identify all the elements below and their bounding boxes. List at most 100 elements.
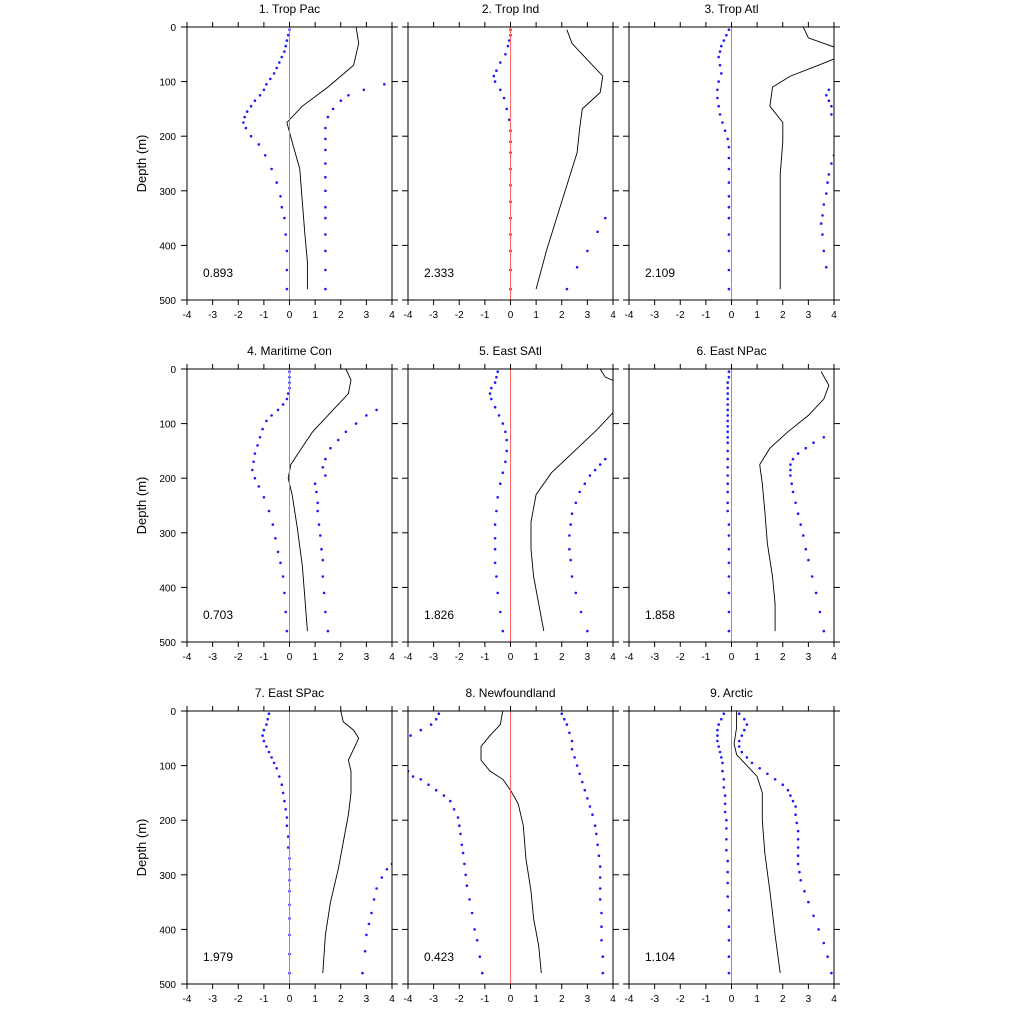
- data-point: [501, 471, 505, 475]
- data-point: [722, 778, 726, 781]
- x-tick-label: -4: [404, 310, 413, 321]
- plot-area: [488, 369, 613, 642]
- data-point: [716, 728, 719, 732]
- data-point: [720, 44, 723, 48]
- data-point: [496, 591, 500, 595]
- data-point: [499, 88, 502, 92]
- data-point: [499, 61, 502, 64]
- data-point: [285, 268, 289, 272]
- series-line: [530, 411, 613, 632]
- data-point: [266, 717, 270, 721]
- panel-title: 8. Newfoundland: [465, 686, 555, 700]
- data-point: [263, 154, 267, 157]
- data-point: [326, 115, 330, 119]
- data-point: [822, 249, 826, 253]
- data-point: [493, 547, 497, 551]
- data-point: [727, 167, 731, 171]
- data-point: [258, 436, 262, 439]
- x-tick-label: -4: [404, 994, 413, 1005]
- data-point: [285, 249, 289, 253]
- data-point: [822, 203, 826, 206]
- data-point: [262, 728, 266, 732]
- data-point: [286, 33, 290, 37]
- x-tick-label: -3: [208, 310, 217, 321]
- x-tick-label: -2: [676, 652, 685, 663]
- data-point: [726, 449, 729, 453]
- x-tick-label: 1: [312, 310, 318, 321]
- data-point: [565, 723, 569, 726]
- data-point: [502, 96, 506, 100]
- x-tick-label: -1: [701, 652, 710, 663]
- data-point: [794, 813, 797, 816]
- data-point: [383, 83, 386, 86]
- data-point: [717, 745, 720, 748]
- data-point: [244, 126, 248, 130]
- data-point: [791, 457, 795, 461]
- x-tick-label: 1: [312, 652, 318, 663]
- data-point: [570, 575, 574, 578]
- data-point: [796, 862, 800, 866]
- data-point: [727, 534, 731, 537]
- data-point: [569, 523, 572, 526]
- data-point: [721, 769, 724, 773]
- data-point: [726, 457, 729, 461]
- data-point: [810, 575, 814, 578]
- x-tick-label: 1: [533, 652, 539, 663]
- data-point: [791, 490, 795, 494]
- data-point: [324, 216, 327, 220]
- data-point: [727, 249, 731, 253]
- data-point: [726, 381, 729, 384]
- data-point: [743, 728, 746, 732]
- data-point: [727, 523, 731, 526]
- x-tick-label: 3: [585, 652, 591, 663]
- data-point: [326, 629, 330, 633]
- data-point: [258, 94, 262, 97]
- data-point: [257, 143, 261, 146]
- data-point: [570, 747, 574, 751]
- data-point: [799, 523, 802, 526]
- data-point: [727, 591, 731, 595]
- y-tick-label: 300: [159, 529, 176, 540]
- data-point: [270, 756, 273, 759]
- x-tick-label: -4: [625, 652, 634, 663]
- data-point: [344, 430, 348, 434]
- data-point: [437, 712, 441, 715]
- data-point: [804, 446, 808, 450]
- panel-title: 6. East NPac: [696, 344, 766, 358]
- data-point: [726, 509, 729, 513]
- data-point: [493, 80, 497, 83]
- data-point: [721, 121, 724, 124]
- x-tick-label: -4: [625, 310, 634, 321]
- data-point: [726, 408, 729, 412]
- data-point: [579, 610, 583, 614]
- data-point: [434, 717, 438, 721]
- data-point: [276, 408, 280, 412]
- data-point: [499, 482, 502, 486]
- data-point: [830, 113, 833, 116]
- x-tick-label: -1: [259, 994, 268, 1005]
- data-point: [324, 137, 327, 141]
- data-point: [253, 452, 257, 455]
- data-point: [596, 843, 599, 847]
- data-point: [766, 772, 769, 776]
- data-point: [281, 791, 285, 795]
- x-tick-label: -1: [701, 310, 710, 321]
- panel-title: 7. East SPac: [255, 686, 324, 700]
- data-point: [727, 925, 731, 928]
- data-point: [249, 104, 253, 108]
- x-tick-label: 2: [780, 652, 786, 663]
- series-line: [322, 711, 360, 974]
- data-point: [339, 99, 343, 102]
- data-point: [319, 534, 322, 537]
- data-point: [251, 468, 254, 472]
- data-point: [717, 104, 720, 108]
- x-tick-label: -2: [234, 994, 243, 1005]
- data-point: [324, 162, 327, 165]
- x-tick-label: -2: [234, 310, 243, 321]
- stat-value: 2.333: [424, 266, 454, 280]
- x-tick-label: 0: [508, 310, 514, 321]
- data-point: [723, 802, 727, 806]
- data-point: [825, 192, 828, 195]
- data-point: [722, 712, 726, 715]
- plot-area: [716, 27, 834, 300]
